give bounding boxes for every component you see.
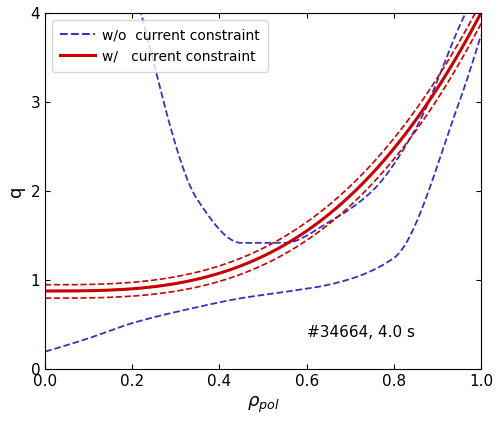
- w/o  current constraint: [234, 265, 240, 270]
- w/o  current constraint: [42, 289, 48, 294]
- w/   current constraint: [218, 270, 224, 275]
- w/   current constraint: [234, 265, 240, 270]
- w/o  current constraint: [390, 147, 396, 152]
- X-axis label: $\rho_{pol}$: $\rho_{pol}$: [247, 395, 280, 415]
- Legend: w/o  current constraint, w/   current constraint: w/o current constraint, w/ current const…: [52, 20, 268, 71]
- w/o  current constraint: [218, 270, 224, 275]
- Line: w/   current constraint: w/ current constraint: [45, 13, 481, 291]
- w/   current constraint: [382, 157, 388, 162]
- w/   current constraint: [390, 147, 396, 152]
- Text: #34664, 4.0 s: #34664, 4.0 s: [306, 325, 414, 341]
- Y-axis label: q: q: [7, 186, 25, 197]
- w/   current constraint: [342, 198, 347, 203]
- Line: w/o  current constraint: w/o current constraint: [45, 13, 481, 291]
- w/o  current constraint: [382, 157, 388, 162]
- w/   current constraint: [86, 288, 92, 293]
- w/o  current constraint: [478, 11, 484, 16]
- w/   current constraint: [478, 11, 484, 16]
- w/o  current constraint: [342, 198, 347, 203]
- w/o  current constraint: [86, 288, 92, 293]
- w/   current constraint: [42, 289, 48, 294]
